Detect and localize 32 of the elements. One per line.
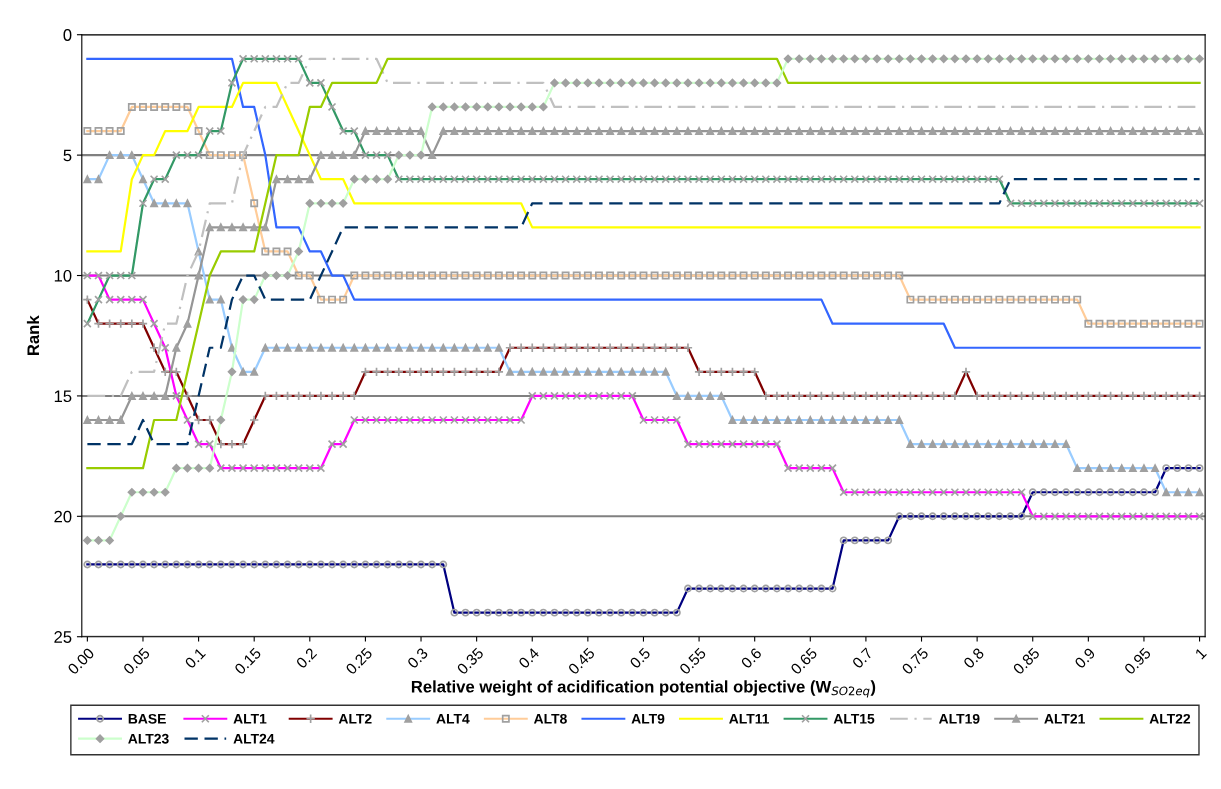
legend-label: BASE	[128, 713, 166, 724]
legend-label: ALT23	[128, 733, 169, 744]
legend-label: ALT8	[533, 713, 567, 724]
x-tick-label: 0.5	[629, 647, 651, 669]
legend-label: ALT4	[436, 714, 470, 724]
legend-label: ALT24	[233, 733, 275, 744]
legend-label: ALT9	[631, 713, 665, 724]
x-tick-label: 1	[1194, 647, 1207, 660]
legend-label: ALT22	[1149, 713, 1191, 724]
x-tick-label: 0.8	[962, 647, 985, 669]
legend-label: ALT21	[1044, 713, 1085, 724]
x-tick-label: 0.3	[406, 647, 429, 669]
y-tick-label: 5	[63, 149, 72, 162]
y-tick-label: 20	[54, 510, 72, 523]
line-series	[86, 81, 1201, 253]
x-tick-label: 0.6	[740, 647, 763, 669]
x-axis-title: Relative weight of acidification potential objective (W$_{SO2eq}$)	[411, 680, 876, 698]
y-tick-label: 10	[54, 269, 72, 282]
x-tick-label: 0.1	[184, 647, 206, 669]
legend-label: ALT1	[233, 714, 267, 724]
y-axis-title: Rank	[26, 315, 40, 355]
y-tick-label: 0	[63, 29, 72, 41]
legend-label: ALT19	[938, 713, 980, 724]
y-tick-label: 25	[54, 631, 72, 643]
legend-label: ALT15	[833, 714, 875, 724]
legend-label: ALT2	[338, 713, 372, 724]
x-tick-label: 0.9	[1074, 647, 1096, 669]
y-tick-label: 15	[54, 390, 72, 403]
x-tick-label: 0.4	[517, 647, 540, 669]
legend-label: ALT11	[729, 714, 770, 724]
x-tick-label: 0.7	[851, 647, 874, 669]
x-tick-label: 0.2	[295, 647, 318, 669]
